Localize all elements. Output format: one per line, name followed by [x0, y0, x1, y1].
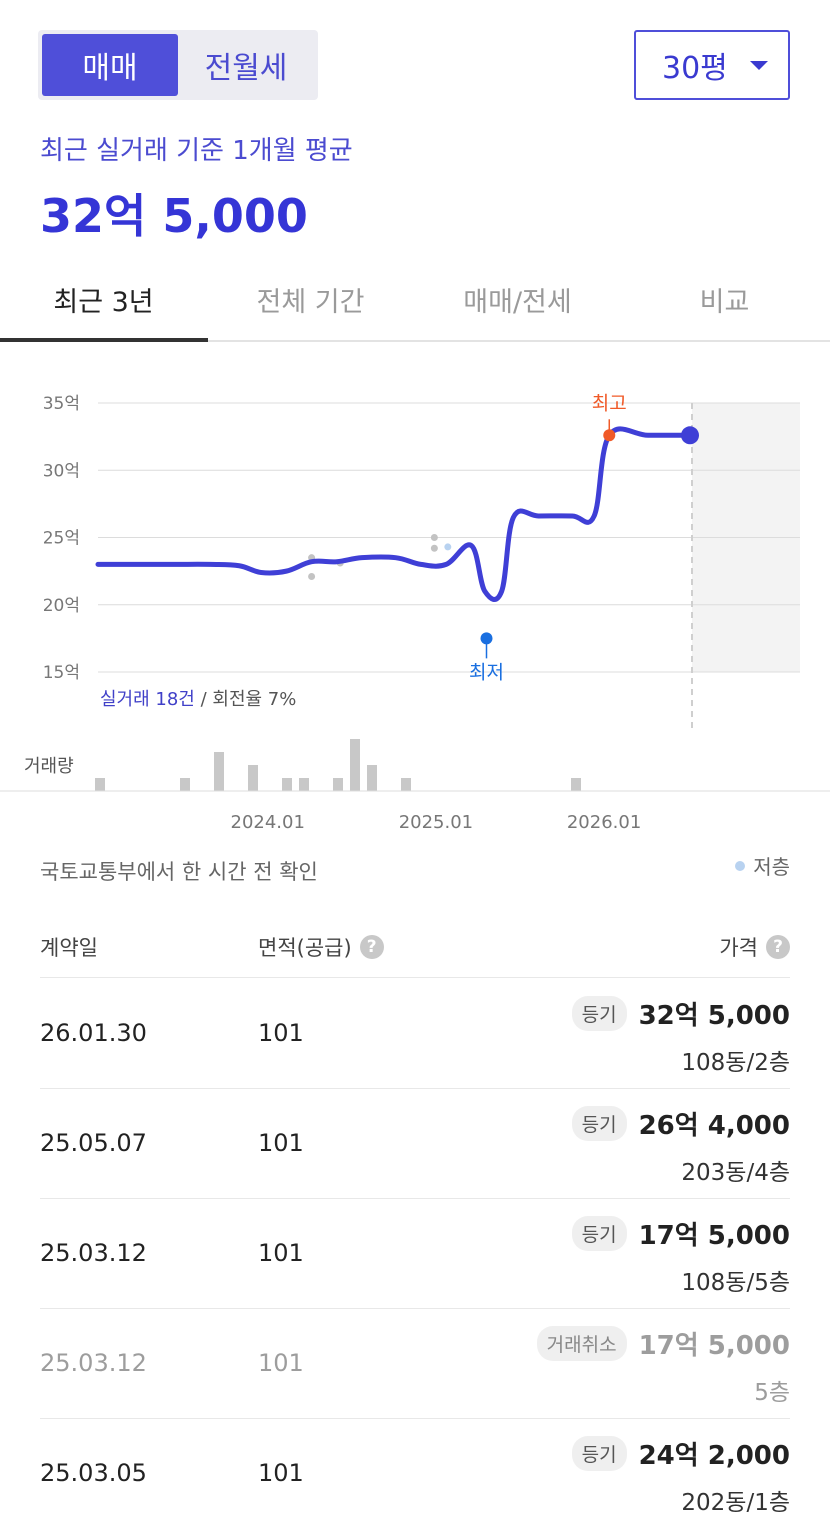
sale-tab-button[interactable]: 매매: [42, 34, 178, 96]
row-price-line: 등기 17억 5,000: [571, 1215, 790, 1252]
row-price-line: 등기 32억 5,000: [571, 995, 790, 1032]
volume-bar: [180, 778, 190, 791]
table-row[interactable]: 25.03.05 101 등기 24억 2,000 202동/1층: [40, 1419, 790, 1529]
row-area: 101: [258, 1129, 304, 1157]
price-line: [95, 426, 693, 602]
x-tick-label: 2026.01: [567, 812, 641, 833]
help-icon[interactable]: ?: [359, 935, 384, 959]
table-row[interactable]: 26.01.30 101 등기 32억 5,000 108동/2층: [40, 979, 790, 1089]
low-floor-point: [444, 543, 452, 551]
active-tab-indicator: [0, 338, 208, 342]
row-price: 17억 5,000: [638, 1331, 790, 1361]
x-tick-label: 2024.01: [231, 812, 305, 833]
row-price: 17억 5,000: [638, 1221, 790, 1251]
volume-bar: [333, 778, 343, 791]
row-date: 25.03.05: [40, 1459, 147, 1487]
y-tick-label: 35억: [43, 394, 80, 414]
volume-bar: [299, 778, 309, 791]
turnover-rate: / 회전율 7%: [195, 689, 296, 710]
volume-bar: [571, 778, 581, 791]
area-size-value: 30평: [662, 51, 728, 86]
y-tick-label: 30억: [43, 461, 80, 481]
row-area: 101: [258, 1239, 304, 1267]
header-date: 계약일: [40, 932, 98, 962]
header-date-label: 계약일: [40, 936, 98, 960]
row-area: 101: [258, 1349, 304, 1377]
row-badge: 등기: [571, 1216, 627, 1251]
header-price-label: 가격: [719, 936, 758, 960]
row-badge: 등기: [571, 1106, 627, 1141]
row-price-line: 거래취소 17억 5,000: [536, 1325, 790, 1362]
header-price: 가격 ?: [719, 932, 790, 962]
row-price: 26억 4,000: [638, 1111, 790, 1141]
trade-stats: 실거래 18건 / 회전율 7%: [100, 689, 296, 710]
table-row[interactable]: 25.03.12 101 등기 17억 5,000 108동/5층: [40, 1199, 790, 1309]
tab-compare[interactable]: 비교: [699, 286, 750, 318]
y-tick-label: 25억: [43, 529, 80, 549]
low-floor-dot-icon: [735, 860, 746, 871]
high-marker-point: [603, 429, 616, 442]
period-tabs: 최근 3년 전체 기간 매매/전세 비교: [0, 258, 830, 342]
row-area: 101: [258, 1019, 304, 1047]
help-icon[interactable]: ?: [766, 935, 790, 959]
table-header: 계약일 면적(공급) ? 가격 ?: [40, 918, 790, 978]
row-unit: 203동/4층: [681, 1160, 790, 1186]
volume-bar: [282, 778, 292, 791]
trade-point: [430, 544, 438, 552]
table-row[interactable]: 25.05.07 101 등기 26억 4,000 203동/4층: [40, 1089, 790, 1199]
row-price-line: 등기 24억 2,000: [571, 1435, 790, 1472]
row-price: 32억 5,000: [638, 1001, 790, 1031]
average-price-label: 최근 실거래 기준 1개월 평균: [40, 136, 353, 166]
row-price-line: 등기 26억 4,000: [571, 1105, 790, 1142]
volume-bar: [248, 765, 258, 791]
row-badge: 등기: [571, 996, 627, 1031]
row-date: 25.03.12: [40, 1239, 147, 1267]
source-note: 국토교통부에서 한 시간 전 확인: [40, 860, 318, 884]
y-tick-label: 15억: [43, 663, 80, 683]
table-row[interactable]: 25.03.12 101 거래취소 17억 5,000 5층: [40, 1309, 790, 1419]
chevron-down-icon: [750, 61, 768, 70]
header-area: 면적(공급) ?: [258, 932, 384, 962]
low-floor-legend: 저층: [735, 851, 790, 880]
trade-point: [308, 573, 316, 581]
high-label: 최고: [592, 392, 627, 414]
transaction-list: 26.01.30 101 등기 32억 5,000 108동/2층 25.05.…: [40, 979, 790, 1529]
row-badge: 등기: [571, 1436, 627, 1471]
area-size-select[interactable]: 30평: [634, 30, 790, 100]
trade-type-toggle: 매매 전월세: [38, 30, 318, 100]
low-floor-legend-label: 저층: [753, 855, 790, 879]
volume-bar: [367, 765, 377, 791]
volume-bar: [350, 739, 360, 791]
tab-all-period[interactable]: 전체 기간: [256, 286, 365, 318]
header-area-label: 면적(공급): [258, 936, 352, 960]
row-unit: 5층: [754, 1380, 790, 1406]
tab-recent-3-years[interactable]: 최근 3년: [53, 286, 154, 318]
average-price-value: 32억 5,000: [40, 189, 308, 243]
volume-bar: [95, 778, 105, 791]
row-area: 101: [258, 1459, 304, 1487]
volume-label: 거래량: [24, 756, 74, 777]
x-tick-label: 2025.01: [399, 812, 473, 833]
tab-sale-jeonse[interactable]: 매매/전세: [463, 286, 572, 318]
trade-point: [430, 534, 438, 541]
row-date: 26.01.30: [40, 1019, 147, 1047]
row-unit: 108동/5층: [681, 1270, 790, 1296]
rent-tab-button[interactable]: 전월세: [204, 51, 288, 86]
row-unit: 202동/1층: [681, 1490, 790, 1516]
row-date: 25.05.07: [40, 1129, 147, 1157]
row-badge: 거래취소: [536, 1326, 627, 1361]
current-price-point: [681, 426, 699, 445]
row-unit: 108동/2층: [681, 1050, 790, 1076]
row-date: 25.03.12: [40, 1349, 147, 1377]
volume-bar: [401, 778, 411, 791]
low-label: 최저: [469, 661, 504, 683]
trade-count: 실거래 18건: [100, 689, 195, 710]
y-tick-label: 20억: [43, 596, 80, 616]
volume-bar: [214, 752, 224, 791]
row-price: 24억 2,000: [638, 1441, 790, 1471]
